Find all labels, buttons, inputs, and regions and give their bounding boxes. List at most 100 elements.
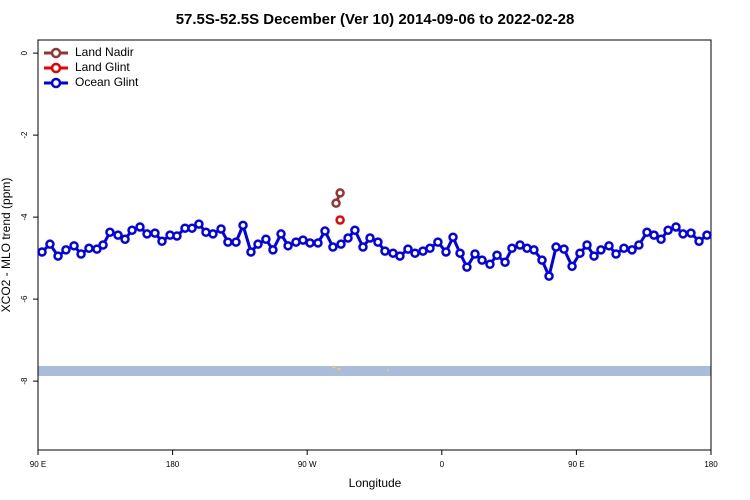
data-point	[462, 262, 472, 272]
data-point	[671, 222, 681, 232]
data-point	[380, 246, 390, 256]
data-point	[328, 242, 338, 252]
land-speck	[387, 369, 389, 371]
x-tick-label: 90 W	[298, 460, 317, 469]
data-point	[350, 225, 360, 235]
data-point	[172, 231, 182, 241]
data-point	[663, 225, 673, 235]
data-point	[92, 244, 102, 254]
data-point	[403, 244, 413, 254]
data-point	[69, 241, 79, 251]
data-point	[37, 247, 47, 257]
data-point	[45, 239, 55, 249]
data-point	[127, 225, 137, 235]
legend-marker	[50, 47, 62, 59]
data-point	[410, 248, 420, 258]
surface-strip	[38, 366, 711, 376]
data-point	[142, 229, 152, 239]
data-point	[686, 228, 696, 238]
data-point	[611, 249, 621, 259]
data-point	[515, 240, 525, 250]
data-point	[425, 243, 435, 254]
data-point	[268, 245, 278, 255]
data-point	[492, 250, 502, 260]
data-point	[135, 222, 145, 232]
data-point	[649, 230, 659, 240]
data-point	[373, 237, 383, 247]
data-point	[313, 238, 323, 248]
data-point	[231, 237, 241, 247]
data-point	[157, 236, 167, 247]
plot-frame	[37, 39, 712, 451]
data-point	[365, 233, 375, 243]
data-point	[331, 198, 341, 208]
chart-title: 57.5S-52.5S December (Ver 10) 2014-09-06…	[176, 11, 575, 28]
x-axis-label: Longitude	[349, 476, 402, 490]
x-tick-label: 90 E	[568, 460, 584, 469]
data-point	[470, 249, 480, 259]
data-point	[448, 232, 458, 242]
data-point	[343, 233, 353, 243]
data-point	[84, 243, 94, 254]
data-point	[253, 239, 263, 249]
data-point	[208, 229, 218, 239]
data-point	[194, 219, 204, 229]
y-tick-label: -2	[20, 131, 29, 139]
legend-label: Land Nadir	[75, 45, 134, 59]
data-point	[305, 238, 315, 248]
land-speck	[332, 365, 336, 369]
data-point	[335, 188, 345, 198]
y-axis-label: XCO2 - MLO trend (ppm)	[0, 178, 13, 313]
data-point	[575, 248, 585, 258]
data-point	[276, 229, 286, 239]
x-tick-label: 90 E	[30, 460, 46, 469]
data-point	[596, 245, 606, 255]
data-point	[678, 229, 688, 239]
data-point	[113, 230, 123, 240]
land-speck	[337, 367, 341, 371]
data-point	[336, 239, 346, 249]
data-point	[433, 237, 443, 247]
data-point	[223, 237, 233, 247]
data-point	[320, 226, 330, 236]
data-point	[246, 247, 256, 257]
data-point	[335, 215, 345, 225]
data-point	[395, 251, 405, 261]
data-point	[105, 227, 115, 238]
data-point	[441, 247, 451, 257]
x-tick-label: 180	[704, 460, 718, 469]
data-point	[98, 240, 108, 250]
x-tick-label: 0	[440, 460, 445, 469]
legend-marker	[50, 62, 62, 74]
data-point	[627, 245, 637, 255]
data-point	[507, 243, 517, 254]
legend-label: Land Glint	[75, 60, 130, 74]
data-point	[656, 234, 666, 245]
data-point	[358, 242, 368, 252]
data-point	[529, 245, 539, 255]
legend-label: Ocean Glint	[75, 75, 139, 89]
data-point	[150, 228, 160, 238]
data-point	[477, 255, 487, 265]
data-point	[455, 248, 465, 258]
data-point	[216, 224, 226, 234]
data-point	[485, 259, 495, 270]
data-point	[589, 251, 599, 261]
y-tick-label: 0	[20, 50, 29, 55]
data-point	[61, 245, 71, 255]
data-point	[261, 234, 271, 245]
data-point	[634, 240, 644, 250]
data-point	[582, 240, 592, 250]
y-tick-label: -4	[20, 213, 29, 221]
data-point	[238, 220, 248, 231]
data-point	[551, 242, 561, 252]
data-point	[702, 230, 712, 240]
data-point	[559, 244, 569, 254]
y-tick-label: -6	[20, 295, 29, 303]
legend-marker	[50, 77, 62, 89]
data-point	[544, 271, 554, 281]
data-point	[283, 241, 293, 251]
data-point	[604, 241, 614, 251]
data-point	[537, 255, 547, 265]
